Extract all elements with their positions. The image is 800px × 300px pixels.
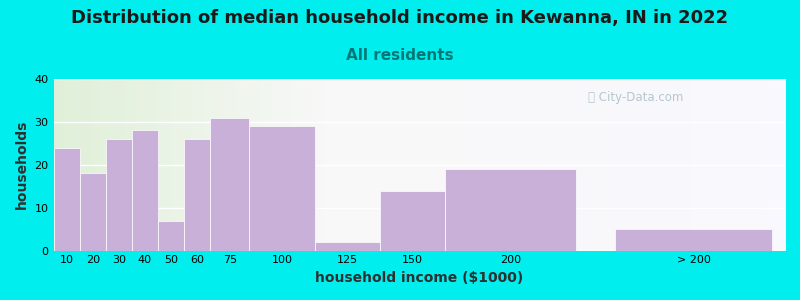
Bar bbox=[250, 126, 314, 250]
Bar bbox=[380, 190, 446, 250]
Bar bbox=[210, 118, 250, 250]
X-axis label: household income ($1000): household income ($1000) bbox=[315, 271, 523, 285]
Bar bbox=[615, 229, 772, 250]
Bar bbox=[106, 139, 132, 250]
Bar bbox=[132, 130, 158, 250]
Y-axis label: households: households bbox=[15, 120, 29, 209]
Text: ⓘ City-Data.com: ⓘ City-Data.com bbox=[587, 91, 683, 104]
Bar bbox=[314, 242, 380, 250]
Text: Distribution of median household income in Kewanna, IN in 2022: Distribution of median household income … bbox=[71, 9, 729, 27]
Bar bbox=[158, 220, 184, 250]
Bar bbox=[184, 139, 210, 250]
Bar bbox=[54, 148, 80, 250]
Bar bbox=[80, 173, 106, 250]
Bar bbox=[446, 169, 576, 250]
Text: All residents: All residents bbox=[346, 48, 454, 63]
